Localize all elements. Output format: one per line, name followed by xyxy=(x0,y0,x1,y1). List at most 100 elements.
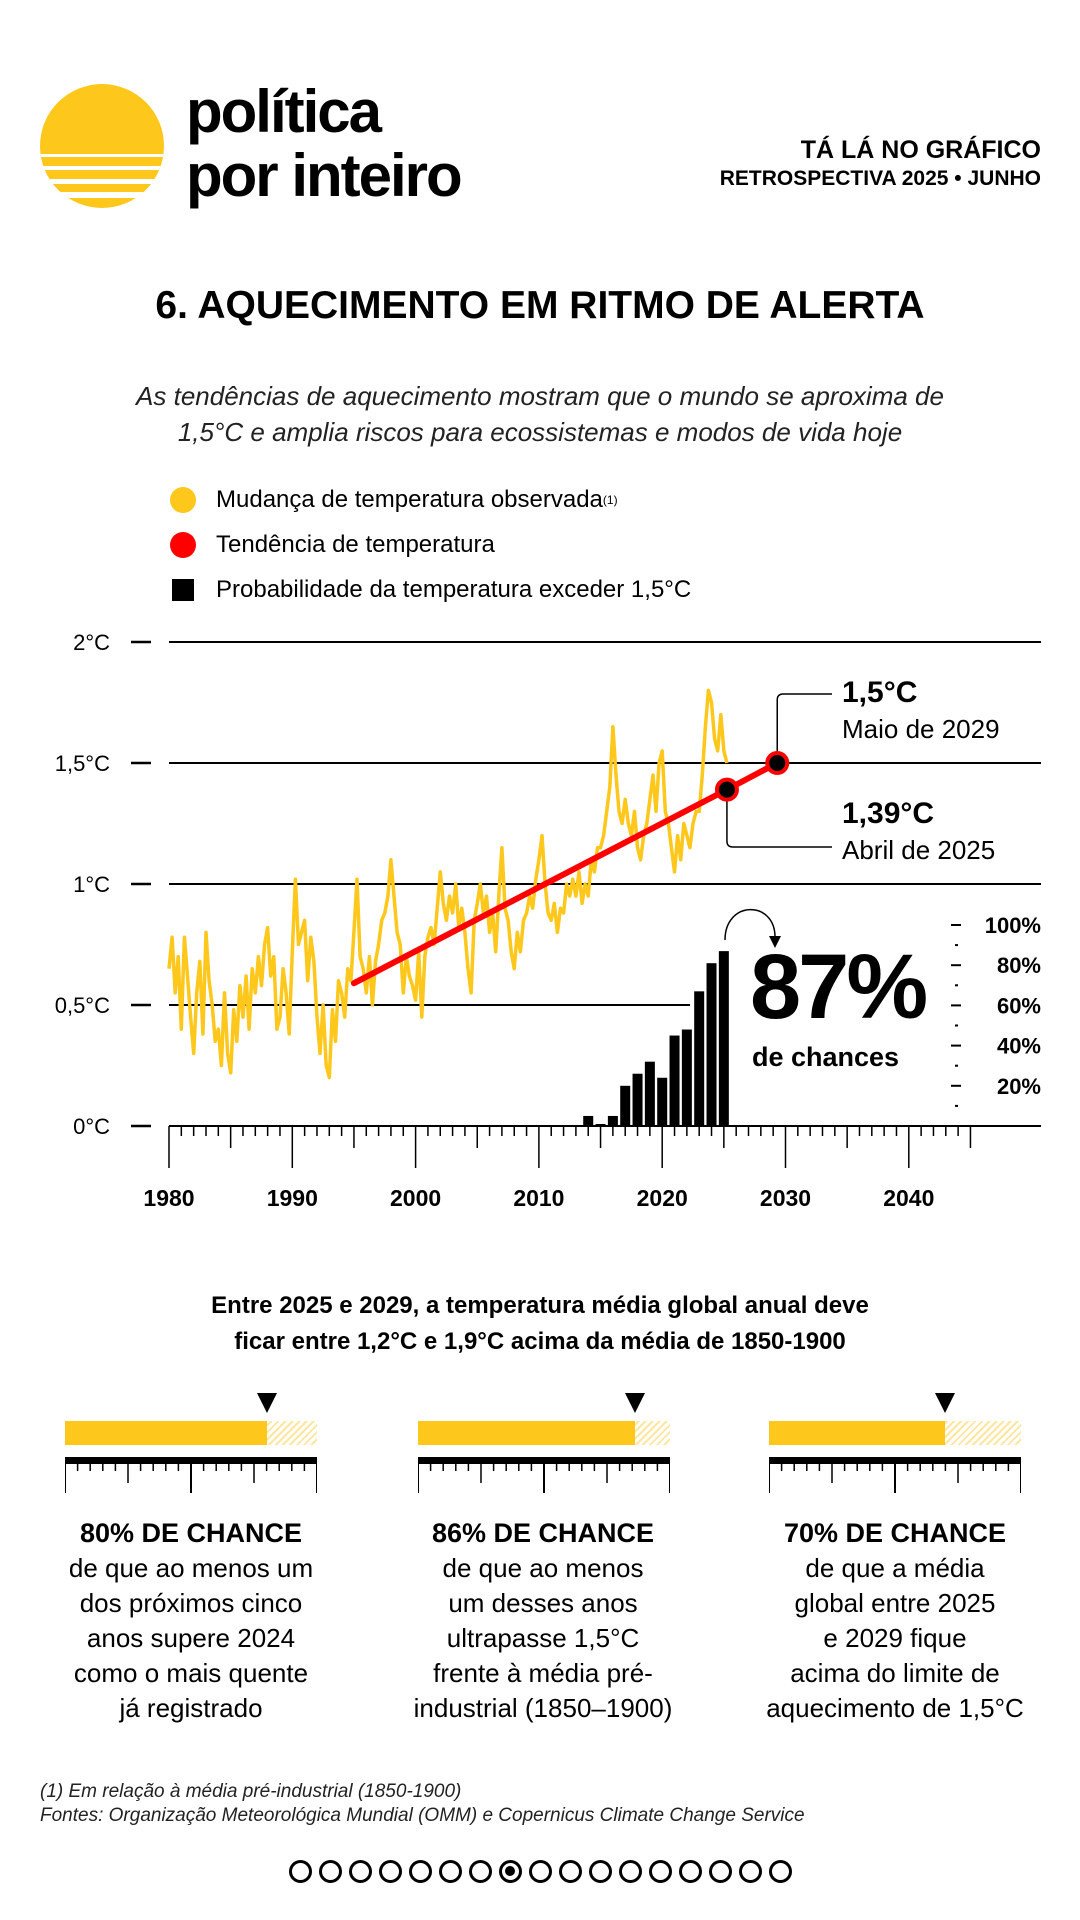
gauge-title: 70% DE CHANCE xyxy=(783,1518,1007,1548)
gauge-ruler xyxy=(769,1457,1021,1493)
probability-bar-2022 xyxy=(681,1029,692,1126)
gauge-title: 80% DE CHANCE xyxy=(79,1518,303,1548)
gauge-track xyxy=(769,1421,1021,1445)
curved-arrow-icon xyxy=(724,908,776,941)
trend-point-2025 xyxy=(714,777,739,802)
black-square-icon xyxy=(172,579,194,601)
footnote: (1) Em relação à média pré-industrial (1… xyxy=(40,1781,462,1802)
annotation-label-2025: Abril de 2025 xyxy=(842,835,995,865)
red-dot-icon xyxy=(170,532,196,558)
marker-triangle-icon xyxy=(624,1393,645,1413)
legend-label: Mudança de temperatura observada xyxy=(216,486,603,513)
percent-tick-label: 60% xyxy=(997,993,1041,1018)
page-dot[interactable] xyxy=(738,1860,762,1883)
page-dot[interactable] xyxy=(768,1860,792,1883)
x-tick-label: 2020 xyxy=(637,1185,688,1211)
pagination xyxy=(0,1860,1080,1883)
page-dot[interactable] xyxy=(678,1860,702,1883)
probability-bar-2023 xyxy=(694,991,705,1126)
brand-name-line1: política xyxy=(186,78,382,145)
gauge-caption-line: acima do limite de xyxy=(790,1658,1000,1688)
y-tick-label: 1,5°C xyxy=(55,751,110,776)
gauge-caption-line: frente à média pré- xyxy=(433,1658,653,1688)
highlight-label: de chances xyxy=(752,1042,899,1072)
gauge-caption-line: de que ao menos um xyxy=(68,1553,314,1583)
page-dot[interactable] xyxy=(348,1860,372,1883)
gauge-caption-line: ultrapasse 1,5°C xyxy=(446,1623,640,1653)
subtitle-line: As tendências de aquecimento mostram que… xyxy=(136,381,944,411)
annotation-value-2029: 1,5°C xyxy=(842,676,917,709)
page-dot[interactable] xyxy=(378,1860,402,1883)
y-tick-label: 0,5°C xyxy=(55,993,110,1018)
percent-tick-label: 80% xyxy=(997,953,1041,978)
page-dot[interactable] xyxy=(468,1860,492,1883)
gauge-ruler xyxy=(418,1457,670,1493)
kicker-subtitle: RETROSPECTIVA 2025 • JUNHO xyxy=(719,167,1041,190)
gauge-caption: 80% DE CHANCE de que ao menos um dos próxi… xyxy=(26,1516,356,1726)
subhead-line: Entre 2025 e 2029, a temperatura média g… xyxy=(211,1292,869,1319)
gauge-caption-line: industrial (1850–1900) xyxy=(413,1693,673,1723)
page-dot[interactable] xyxy=(528,1860,552,1883)
page-dot[interactable] xyxy=(318,1860,342,1883)
gauge-ruler xyxy=(65,1457,317,1493)
page-dot-active[interactable] xyxy=(498,1860,522,1883)
percent-tick-label: 100% xyxy=(985,913,1041,938)
x-tick-label: 1980 xyxy=(143,1185,194,1211)
y-tick-label: 2°C xyxy=(73,630,110,655)
highlight-value: 87% xyxy=(750,936,926,1038)
subtitle-line: 1,5°C e amplia riscos para ecossistemas … xyxy=(177,417,903,447)
probability-bar-2014 xyxy=(583,1115,594,1126)
trend-point-2029 xyxy=(765,751,790,775)
footnote-marker: (1) xyxy=(602,493,618,507)
gauge-caption: 70% DE CHANCE de que a média global entre … xyxy=(730,1516,1060,1726)
callout-line-2029 xyxy=(776,693,832,763)
page-dot[interactable] xyxy=(558,1860,582,1883)
observed-temperature-line xyxy=(167,688,729,1080)
sources: Fontes: Organização Meteorológica Mundia… xyxy=(40,1805,805,1826)
legend-item-observed: Mudança de temperatura observada (1) xyxy=(170,485,618,515)
annotation-value-2025: 1,39°C xyxy=(842,797,934,830)
page-dot[interactable] xyxy=(708,1860,732,1883)
subhead-line: ficar entre 1,2°C e 1,9°C acima da média… xyxy=(234,1328,846,1355)
page-dot[interactable] xyxy=(438,1860,462,1883)
probability-bar-2015 xyxy=(595,1123,606,1126)
page-title: 6. AQUECIMENTO EM RITMO DE ALERTA xyxy=(155,284,925,327)
gauge-track xyxy=(418,1421,670,1445)
x-tick-label: 2000 xyxy=(390,1185,441,1211)
probability-bar-2024 xyxy=(706,963,717,1126)
page-dot[interactable] xyxy=(618,1860,642,1883)
gauge-caption-line: aquecimento de 1,5°C xyxy=(766,1693,1024,1723)
marker-triangle-icon xyxy=(935,1393,956,1413)
gauge-caption-line: de que ao menos xyxy=(442,1553,644,1583)
page-dot[interactable] xyxy=(648,1860,672,1883)
percent-tick-label: 40% xyxy=(997,1034,1041,1059)
gauge-fill xyxy=(769,1421,946,1445)
x-tick-label: 2010 xyxy=(513,1185,564,1211)
probability-bar-2025 xyxy=(718,951,729,1126)
gauge-caption-line: anos supere 2024 xyxy=(86,1623,296,1653)
gauge-caption-line: um desses anos xyxy=(448,1588,638,1618)
gauge-caption-line: e 2029 fique xyxy=(823,1623,967,1653)
kicker-title: TÁ LÁ NO GRÁFICO xyxy=(800,136,1041,164)
gauge-caption-line: de que a média xyxy=(805,1553,985,1583)
page-dot[interactable] xyxy=(408,1860,432,1883)
percent-tick-label: 20% xyxy=(997,1074,1041,1099)
gauge-caption: 86% DE CHANCE de que ao menos um desses an… xyxy=(378,1516,708,1726)
brand-name-line2: por inteiro xyxy=(186,142,463,209)
gauge-fill xyxy=(418,1421,635,1445)
probability-bar-2017 xyxy=(620,1085,631,1126)
page-dot[interactable] xyxy=(588,1860,612,1883)
brand-logo xyxy=(40,84,164,208)
gauge-caption-line: global entre 2025 xyxy=(794,1588,996,1618)
arrowhead-icon xyxy=(769,936,781,948)
subhead: Entre 2025 e 2029, a temperatura média g… xyxy=(0,1288,1080,1360)
gauge-caption-line: dos próximos cinco xyxy=(79,1588,303,1618)
legend-item-probability: Probabilidade da temperatura exceder 1,5… xyxy=(170,575,691,605)
gauge-title: 86% DE CHANCE xyxy=(431,1518,655,1548)
x-tick-label: 1990 xyxy=(267,1185,318,1211)
page-dot[interactable] xyxy=(288,1860,312,1883)
marker-triangle-icon xyxy=(256,1393,277,1413)
y-tick-label: 1°C xyxy=(73,872,110,897)
gauge-caption-line: como o mais quente xyxy=(73,1658,309,1688)
legend-item-trend: Tendência de temperatura xyxy=(170,530,495,560)
